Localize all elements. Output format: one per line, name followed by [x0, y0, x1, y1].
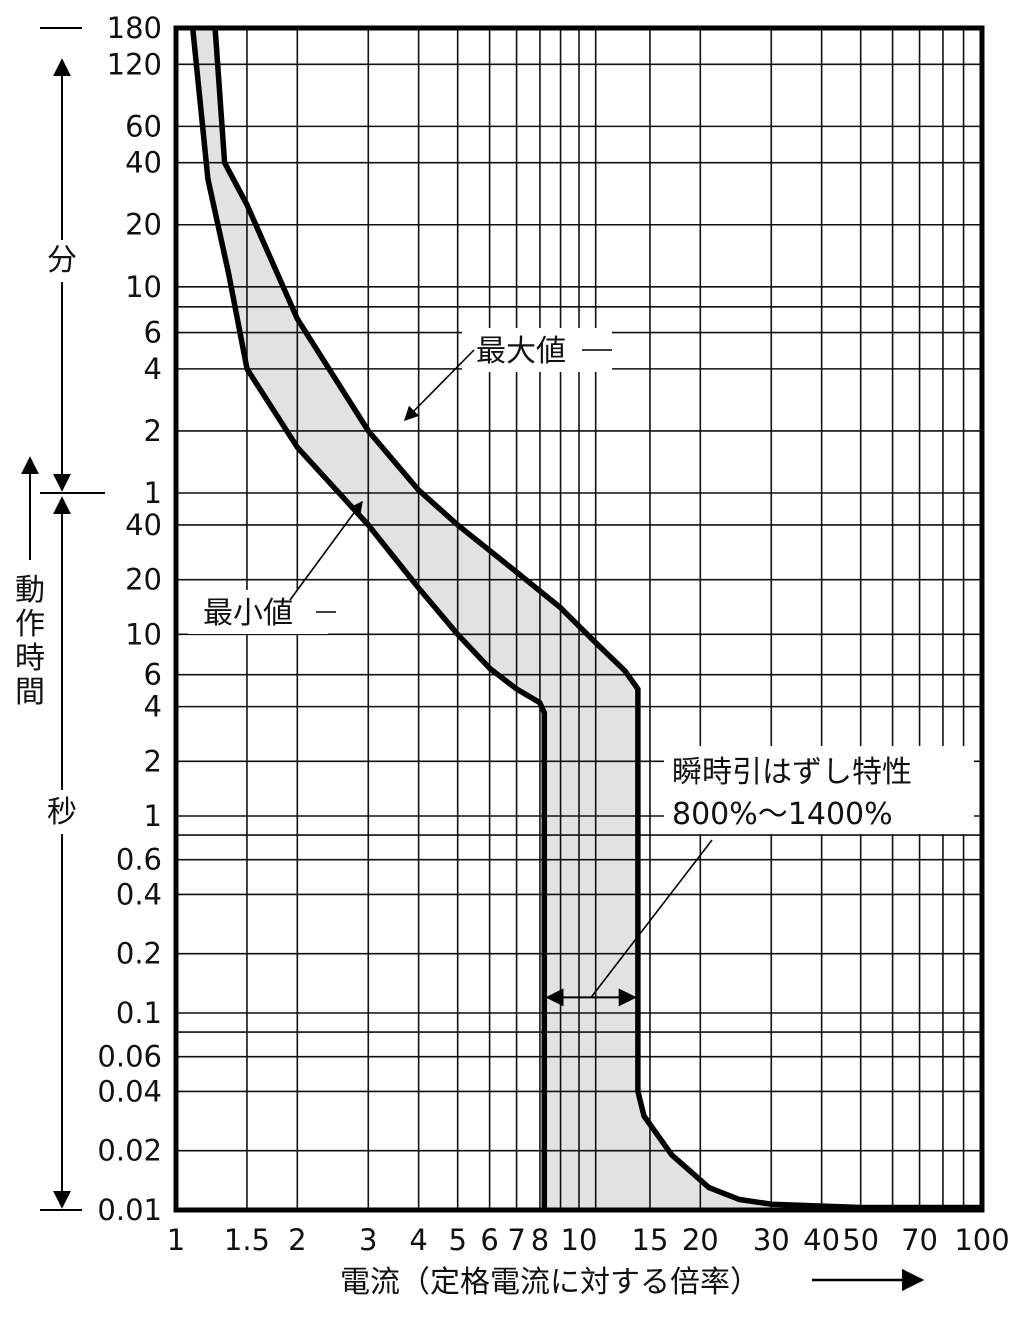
y-tick-label-minutes: 6: [144, 316, 162, 350]
x-axis-label-group: 電流（定格電流に対する倍率）: [340, 1265, 925, 1300]
min-curve: [189, 27, 548, 1210]
max-curve-label: 最大値: [476, 334, 566, 369]
x-tick-label: 5: [448, 1223, 466, 1257]
x-tick-label: 40: [803, 1223, 840, 1257]
x-tick-label: 8: [531, 1223, 549, 1257]
trip-leader-line: [590, 839, 713, 998]
instantaneous-trip-range: 800%〜1400%: [672, 797, 893, 832]
instantaneous-trip-arrows: [545, 839, 713, 1007]
y-tick-label-seconds: 2: [144, 744, 162, 778]
y-tick-label-seconds: 10: [125, 617, 162, 651]
plot-frame: [173, 25, 985, 1213]
x-tick-label: 2: [288, 1223, 306, 1257]
x-tick-label: 6: [480, 1223, 498, 1257]
y-tick-label-seconds: 4: [144, 690, 162, 724]
y-axis-label: 動作時間: [15, 573, 45, 710]
y-tick-labels: 18012060402010642140201064210.60.40.20.1…: [97, 11, 162, 1227]
x-tick-label: 50: [842, 1223, 879, 1257]
y-tick-label-minutes: 10: [125, 270, 162, 304]
y-tick-label-seconds: 0.2: [116, 937, 162, 971]
annotations: 最大値 最小値 瞬時引はずし特性 800%〜1400%: [188, 328, 974, 1007]
y-tick-label-seconds: 1: [144, 799, 162, 833]
grid: [176, 28, 982, 1210]
x-tick-label: 70: [901, 1223, 938, 1257]
x-tick-label: 10: [561, 1223, 598, 1257]
operating-band: [192, 28, 982, 1210]
y-tick-label-seconds: 20: [125, 563, 162, 597]
instantaneous-trip-label: 瞬時引はずし特性: [672, 755, 912, 790]
operating-band-area: [192, 28, 982, 1210]
y-tick-label-minutes: 180: [107, 11, 162, 45]
y-tick-label-seconds: 0.6: [116, 843, 162, 877]
x-tick-labels: 1 1.5 2 3 4 5 6 7 8 10 15 20 30 40 50 70 100: [167, 1223, 1010, 1257]
x-tick-label: 100: [954, 1223, 1009, 1257]
y-tick-label-seconds: 6: [144, 658, 162, 692]
x-tick-label: 7: [507, 1223, 525, 1257]
curves: [189, 27, 982, 1211]
y-tick-label-minutes: 60: [125, 109, 162, 143]
y-tick-label-seconds: 0.06: [97, 1040, 162, 1074]
y-tick-label-seconds: 0.04: [97, 1074, 162, 1108]
y-tick-label-seconds: 0.1: [116, 996, 162, 1030]
y-tick-label-seconds: 0.4: [116, 877, 162, 911]
y-tick-label-minutes: 120: [107, 47, 162, 81]
max-curve: [212, 27, 982, 1211]
y-tick-label-minutes: 1: [144, 476, 162, 510]
y-tick-label-seconds: 0.02: [97, 1134, 162, 1168]
y-tick-label-minutes: 4: [144, 352, 162, 386]
y-tick-label-minutes: 20: [125, 208, 162, 242]
x-tick-label: 1: [167, 1223, 185, 1257]
y-tick-label-minutes: 2: [144, 414, 162, 448]
x-tick-label: 30: [753, 1223, 790, 1257]
minutes-unit-label: 分: [47, 243, 77, 278]
x-tick-label: 1.5: [224, 1223, 270, 1257]
y-tick-label-seconds: 40: [125, 508, 162, 542]
x-tick-label: 15: [632, 1223, 669, 1257]
unit-brackets: 分 秒 動作時間: [15, 27, 105, 1211]
x-tick-label: 3: [359, 1223, 377, 1257]
min-curve-label: 最小値: [203, 596, 293, 631]
y-tick-label-minutes: 40: [125, 146, 162, 180]
x-axis-label: 電流（定格電流に対する倍率）: [340, 1265, 760, 1300]
x-tick-label: 4: [409, 1223, 427, 1257]
y-tick-label-seconds: 0.01: [97, 1193, 162, 1227]
seconds-unit-label: 秒: [47, 795, 77, 830]
x-tick-label: 20: [682, 1223, 719, 1257]
